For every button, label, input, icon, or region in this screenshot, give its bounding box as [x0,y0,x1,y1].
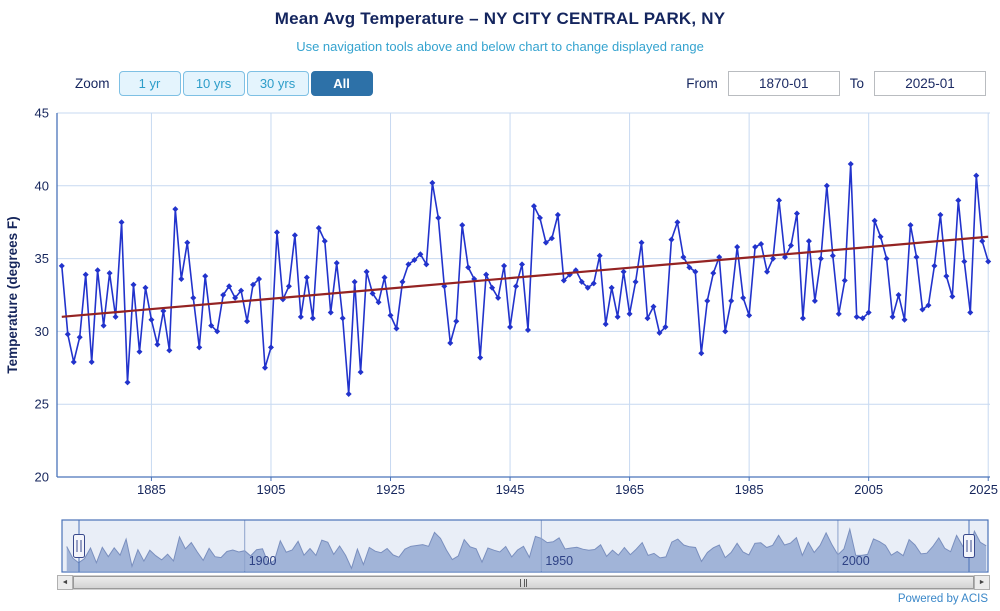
navigator[interactable]: 1900 1950 2000 [0,517,1000,575]
zoom-label: Zoom [75,76,110,91]
scrollbar[interactable]: ◄ ► [57,575,990,590]
from-label: From [686,76,718,91]
navigator-line [66,527,987,570]
svg-text:1945: 1945 [496,482,525,497]
x-tick-marks [150,477,989,481]
y-tick-labels: 20 25 30 35 40 45 [35,106,49,485]
zoom-controls: Zoom 1 yr 10 yrs 30 yrs All [75,71,375,96]
svg-text:30: 30 [35,324,49,339]
temperature-series [58,160,992,398]
zoom-buttons: 1 yr 10 yrs 30 yrs All [118,71,375,96]
to-label: To [849,76,864,91]
svg-text:2025: 2025 [969,482,998,497]
to-input[interactable] [874,71,986,96]
range-controls: From To [686,71,986,96]
scrollbar-grip-icon [520,578,527,587]
svg-text:1965: 1965 [615,482,644,497]
gridlines [57,112,990,478]
svg-text:40: 40 [35,178,49,193]
axes [56,113,990,478]
y-axis-title: Temperature (degrees F) [5,216,20,373]
left-arrow-icon: ◄ [61,579,69,586]
scrollbar-left-arrow-button[interactable]: ◄ [57,575,73,590]
navigator-handle-left[interactable] [73,520,85,572]
navigator-tick-labels: 1900 1950 2000 [249,554,870,568]
credit-link[interactable]: Powered by ACIS [897,593,988,605]
navigator-border [61,519,989,573]
x-tick-labels: 1885 1905 1925 1945 1965 1985 2005 2025 [137,482,998,497]
right-arrow-icon: ► [978,579,986,586]
zoom-button-all[interactable]: All [310,71,373,96]
svg-text:20: 20 [35,470,49,485]
zoom-button-1-yr[interactable]: 1 yr [118,71,181,96]
navigator-tick-lines [244,520,839,572]
svg-text:1925: 1925 [376,482,405,497]
zoom-button-10-yrs[interactable]: 10 yrs [182,71,245,96]
svg-text:1905: 1905 [257,482,286,497]
from-input[interactable] [727,71,840,96]
chart-title: Mean Avg Temperature – NY CITY CENTRAL P… [274,9,726,28]
navigator-mask[interactable] [62,520,988,572]
scrollbar-right-arrow-button[interactable]: ► [974,575,990,590]
svg-text:45: 45 [35,106,49,121]
svg-text:1885: 1885 [137,482,166,497]
svg-text:1950: 1950 [545,554,573,568]
navigator-area [66,529,987,571]
svg-text:35: 35 [35,251,49,266]
trend-line [61,235,989,318]
scrollbar-track[interactable] [73,575,974,590]
navigator-handle-right[interactable] [963,520,975,572]
scrollbar-thumb[interactable] [73,576,974,589]
svg-text:1985: 1985 [735,482,764,497]
svg-text:2005: 2005 [854,482,883,497]
svg-text:1900: 1900 [249,554,277,568]
zoom-button-30-yrs[interactable]: 30 yrs [246,71,309,96]
chart-subtitle: Use navigation tools above and below cha… [296,39,704,54]
svg-text:25: 25 [35,397,49,412]
svg-text:2000: 2000 [842,554,870,568]
